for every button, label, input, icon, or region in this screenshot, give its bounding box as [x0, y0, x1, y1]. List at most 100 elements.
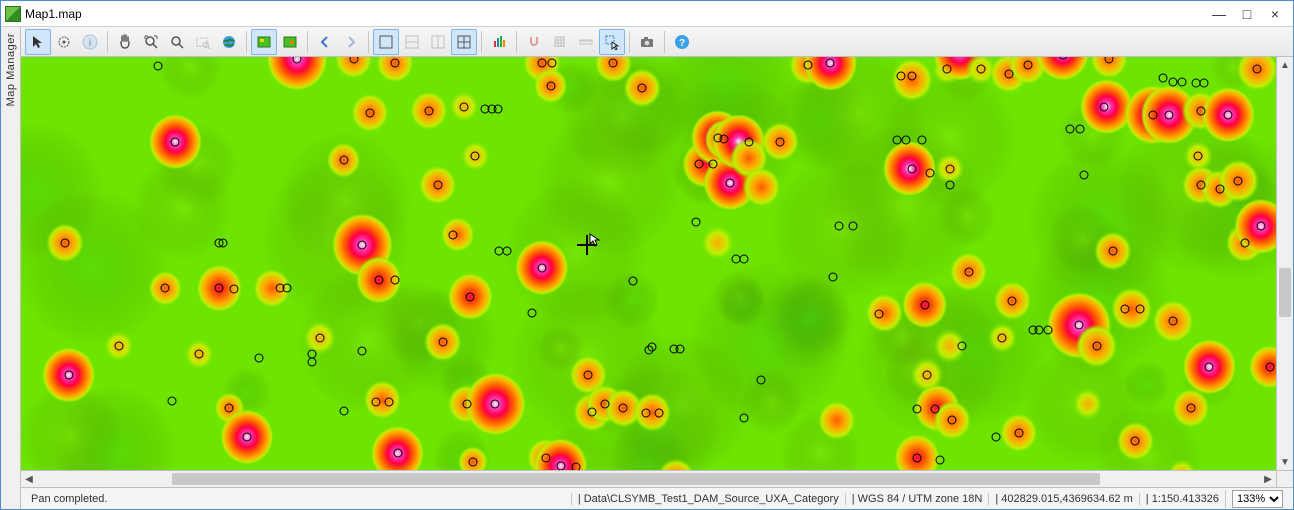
zoom-extent-tool[interactable]: [138, 29, 164, 55]
map-point[interactable]: [1169, 77, 1178, 86]
map-point[interactable]: [547, 59, 556, 68]
map-point[interactable]: [219, 238, 228, 247]
map-point[interactable]: [1076, 125, 1085, 134]
map-point[interactable]: [901, 135, 910, 144]
map-point[interactable]: [1234, 176, 1243, 185]
map-point[interactable]: [1023, 61, 1032, 70]
map-point[interactable]: [438, 337, 447, 346]
map-point[interactable]: [493, 105, 502, 114]
map-point[interactable]: [308, 357, 317, 366]
color-bars[interactable]: [486, 29, 512, 55]
map-point[interactable]: [215, 284, 224, 293]
map-point[interactable]: [803, 61, 812, 70]
map-point[interactable]: [225, 404, 234, 413]
map-point[interactable]: [588, 408, 597, 417]
map-point[interactable]: [828, 272, 837, 281]
map-point[interactable]: [896, 71, 905, 80]
map-point[interactable]: [1058, 57, 1067, 59]
map-point[interactable]: [930, 405, 939, 414]
layer-a-tool[interactable]: [251, 29, 277, 55]
map-point[interactable]: [1240, 238, 1249, 247]
map-point[interactable]: [584, 371, 593, 380]
map-point[interactable]: [835, 222, 844, 231]
map-point[interactable]: [641, 409, 650, 418]
map-point[interactable]: [1169, 317, 1178, 326]
map-point[interactable]: [1205, 362, 1214, 371]
map-point[interactable]: [255, 353, 264, 362]
map-point[interactable]: [339, 156, 348, 165]
map-point[interactable]: [719, 134, 728, 143]
map-point[interactable]: [161, 284, 170, 293]
window-single[interactable]: [373, 29, 399, 55]
scroll-left-icon[interactable]: ◀: [21, 471, 37, 487]
map-point[interactable]: [600, 399, 609, 408]
pointer-tool[interactable]: [25, 29, 51, 55]
map-point[interactable]: [945, 181, 954, 190]
map-point[interactable]: [527, 309, 536, 318]
map-point[interactable]: [390, 59, 399, 68]
map-point[interactable]: [629, 277, 638, 286]
map-point[interactable]: [826, 59, 835, 68]
map-point[interactable]: [242, 432, 251, 441]
map-point[interactable]: [675, 345, 684, 354]
map-point[interactable]: [726, 178, 735, 187]
map-point[interactable]: [1108, 247, 1117, 256]
map-point[interactable]: [1014, 428, 1023, 437]
map-point[interactable]: [1265, 362, 1274, 371]
select-cursor[interactable]: [599, 29, 625, 55]
map-point[interactable]: [195, 350, 204, 359]
map-point[interactable]: [739, 255, 748, 264]
map-point[interactable]: [315, 333, 324, 342]
map-point[interactable]: [462, 399, 471, 408]
map-point[interactable]: [1121, 304, 1130, 313]
map-point[interactable]: [349, 57, 358, 64]
map-point[interactable]: [654, 409, 663, 418]
target-tool[interactable]: [51, 29, 77, 55]
map-point[interactable]: [546, 81, 555, 90]
close-button[interactable]: ×: [1261, 4, 1289, 24]
globe-tool[interactable]: [216, 29, 242, 55]
map-point[interactable]: [977, 65, 986, 74]
map-point[interactable]: [943, 65, 952, 74]
map-point[interactable]: [1043, 325, 1052, 334]
map-point[interactable]: [892, 135, 901, 144]
map-point[interactable]: [913, 405, 922, 414]
map-point[interactable]: [1149, 110, 1158, 119]
map-point[interactable]: [935, 455, 944, 464]
map-point[interactable]: [424, 106, 433, 115]
map-point[interactable]: [1196, 106, 1205, 115]
map-point[interactable]: [692, 218, 701, 227]
map-point[interactable]: [1074, 321, 1083, 330]
map-point[interactable]: [471, 152, 480, 161]
map-point[interactable]: [739, 413, 748, 422]
map-point[interactable]: [537, 263, 546, 272]
map-point[interactable]: [293, 57, 302, 64]
map-point[interactable]: [918, 135, 927, 144]
map-point[interactable]: [708, 160, 717, 169]
map-point[interactable]: [1105, 57, 1114, 64]
zoom-select[interactable]: 50%75%100%133%150%200%: [1232, 490, 1283, 508]
map-point[interactable]: [358, 240, 367, 249]
map-point[interactable]: [1253, 65, 1262, 74]
horizontal-scrollbar[interactable]: ◀ ▶: [21, 471, 1277, 487]
map-point[interactable]: [393, 449, 402, 458]
map-point[interactable]: [1066, 125, 1075, 134]
map-point[interactable]: [1092, 342, 1101, 351]
map-point[interactable]: [571, 463, 580, 471]
map-point[interactable]: [1008, 296, 1017, 305]
scroll-right-icon[interactable]: ▶: [1260, 471, 1276, 487]
map-point[interactable]: [776, 137, 785, 146]
map-point[interactable]: [1186, 404, 1195, 413]
map-point[interactable]: [468, 457, 477, 466]
map-point[interactable]: [609, 59, 618, 68]
map-point[interactable]: [491, 399, 500, 408]
map-point[interactable]: [448, 231, 457, 240]
map-point[interactable]: [998, 333, 1007, 342]
map-point[interactable]: [875, 309, 884, 318]
map-point[interactable]: [1004, 69, 1013, 78]
map-point[interactable]: [390, 276, 399, 285]
maximize-button[interactable]: □: [1233, 4, 1261, 24]
map-point[interactable]: [374, 276, 383, 285]
zoom-tool[interactable]: [164, 29, 190, 55]
map-point[interactable]: [537, 59, 546, 68]
